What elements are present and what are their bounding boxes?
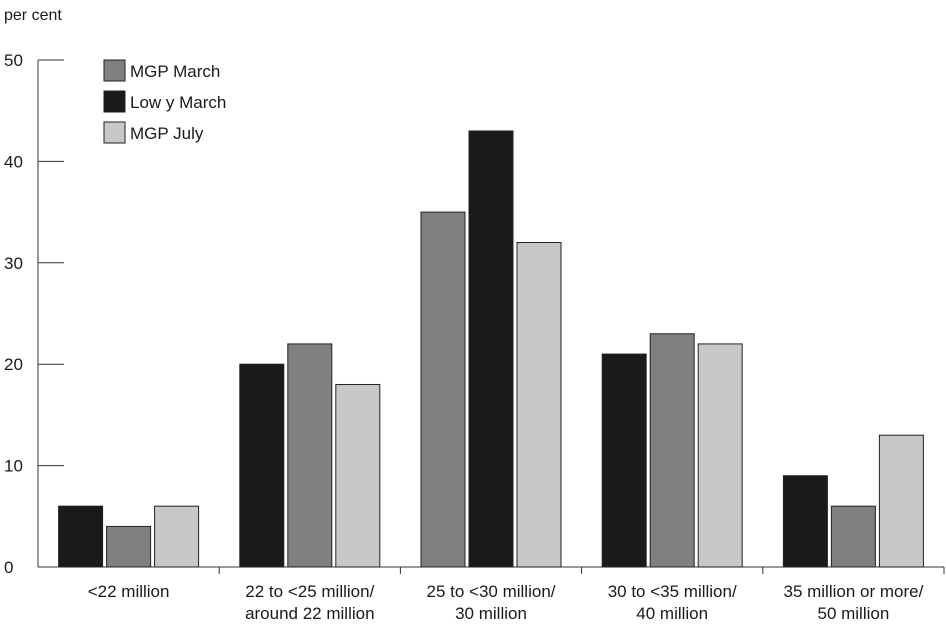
category-labels: <22 million 22 to <25 million/around 22 m… xyxy=(88,582,924,623)
x-category-label: <22 million xyxy=(88,582,170,601)
x-category-label: 22 to <25 million/ xyxy=(245,582,374,601)
legend-swatch xyxy=(103,121,126,144)
y-tick-label: 50 xyxy=(4,51,23,70)
bar xyxy=(154,505,200,568)
bar xyxy=(601,353,647,568)
bar xyxy=(878,434,924,568)
x-category-label: 40 million xyxy=(636,604,708,623)
legend-swatch xyxy=(103,59,126,82)
bar xyxy=(697,343,743,568)
y-tick-label: 20 xyxy=(4,355,23,374)
bar xyxy=(239,363,285,568)
y-tick-label: 10 xyxy=(4,457,23,476)
y-tick-label: 40 xyxy=(4,152,23,171)
legend-label: MGP July xyxy=(130,124,204,143)
y-tick-label: 30 xyxy=(4,254,23,273)
y-axis-unit-label: per cent xyxy=(4,7,62,24)
x-category-label: 50 million xyxy=(817,604,889,623)
bar xyxy=(58,505,104,568)
bar xyxy=(287,343,333,568)
bar xyxy=(830,505,876,568)
bar xyxy=(649,333,695,568)
x-category-label: 30 to <35 million/ xyxy=(608,582,737,601)
x-category-label: 30 million xyxy=(455,604,527,623)
x-category-label: 35 million or more/ xyxy=(783,582,923,601)
bars xyxy=(58,130,924,568)
bar xyxy=(335,383,381,568)
bar xyxy=(516,242,562,568)
y-tick-label: 0 xyxy=(4,558,13,577)
x-category-label: around 22 million xyxy=(245,604,374,623)
legend-label: Low y March xyxy=(130,93,226,112)
legend-swatch xyxy=(103,90,126,113)
bar xyxy=(106,525,152,568)
bar xyxy=(782,475,828,568)
legend-label: MGP March xyxy=(130,62,220,81)
bar xyxy=(468,130,514,568)
x-category-label: 25 to <30 million/ xyxy=(427,582,556,601)
legend: MGP March Low y March MGP July xyxy=(103,59,226,144)
bar xyxy=(420,211,466,568)
